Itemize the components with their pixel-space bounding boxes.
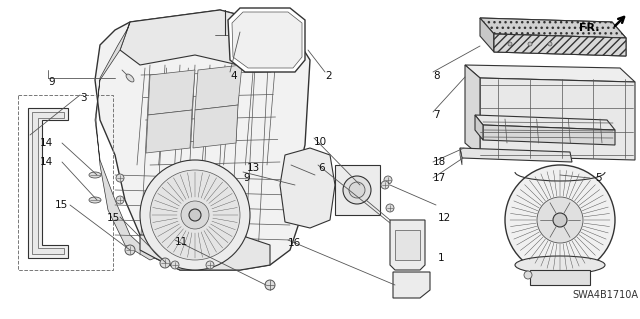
Circle shape bbox=[548, 42, 552, 46]
Bar bbox=[335, 165, 380, 215]
Text: 1: 1 bbox=[438, 253, 445, 263]
Text: 8: 8 bbox=[433, 71, 440, 81]
Text: 14: 14 bbox=[40, 138, 53, 148]
Text: 16: 16 bbox=[288, 238, 301, 248]
Circle shape bbox=[508, 42, 512, 46]
Circle shape bbox=[140, 160, 250, 270]
Polygon shape bbox=[460, 148, 462, 165]
Circle shape bbox=[171, 261, 179, 269]
Circle shape bbox=[537, 197, 583, 243]
Polygon shape bbox=[195, 65, 242, 110]
Polygon shape bbox=[480, 18, 626, 38]
Polygon shape bbox=[140, 235, 270, 270]
Text: 15: 15 bbox=[107, 213, 120, 223]
Ellipse shape bbox=[126, 74, 134, 82]
Polygon shape bbox=[494, 34, 626, 56]
Polygon shape bbox=[146, 110, 192, 153]
Text: 6: 6 bbox=[318, 163, 324, 173]
Text: 13: 13 bbox=[247, 163, 260, 173]
Bar bbox=[530, 270, 590, 285]
Polygon shape bbox=[475, 115, 483, 140]
Ellipse shape bbox=[89, 172, 101, 178]
Circle shape bbox=[505, 165, 615, 275]
Circle shape bbox=[116, 174, 124, 182]
Ellipse shape bbox=[515, 256, 605, 274]
Text: 7: 7 bbox=[433, 110, 440, 120]
Polygon shape bbox=[465, 65, 635, 82]
Circle shape bbox=[125, 245, 135, 255]
Polygon shape bbox=[193, 105, 238, 148]
Polygon shape bbox=[280, 148, 335, 228]
Polygon shape bbox=[480, 78, 635, 160]
Polygon shape bbox=[480, 18, 494, 52]
Polygon shape bbox=[460, 148, 572, 162]
Polygon shape bbox=[28, 108, 68, 258]
Text: 9: 9 bbox=[48, 77, 54, 87]
Polygon shape bbox=[494, 34, 626, 56]
Circle shape bbox=[189, 209, 201, 221]
Text: 3: 3 bbox=[80, 93, 86, 103]
Polygon shape bbox=[32, 112, 64, 254]
Polygon shape bbox=[475, 115, 615, 130]
Polygon shape bbox=[393, 272, 430, 298]
Text: 4: 4 bbox=[230, 71, 237, 81]
Polygon shape bbox=[390, 220, 425, 270]
Polygon shape bbox=[480, 18, 626, 38]
Circle shape bbox=[265, 280, 275, 290]
Bar bbox=[18, 95, 113, 270]
Circle shape bbox=[524, 271, 532, 279]
Circle shape bbox=[528, 42, 532, 46]
Text: 15: 15 bbox=[55, 200, 68, 210]
Polygon shape bbox=[148, 70, 195, 115]
Text: 10: 10 bbox=[314, 137, 327, 147]
Text: 5: 5 bbox=[595, 173, 602, 183]
Circle shape bbox=[181, 201, 209, 229]
Text: 2: 2 bbox=[325, 71, 332, 81]
Text: 14: 14 bbox=[40, 157, 53, 167]
Circle shape bbox=[160, 258, 170, 268]
Polygon shape bbox=[95, 22, 155, 260]
Polygon shape bbox=[228, 8, 305, 72]
Text: 9: 9 bbox=[243, 173, 250, 183]
Text: 17: 17 bbox=[433, 173, 446, 183]
Circle shape bbox=[553, 213, 567, 227]
Polygon shape bbox=[95, 10, 310, 270]
Circle shape bbox=[150, 170, 240, 260]
Circle shape bbox=[349, 182, 365, 198]
Text: 18: 18 bbox=[433, 157, 446, 167]
Text: 11: 11 bbox=[175, 237, 188, 247]
Ellipse shape bbox=[89, 197, 101, 203]
Circle shape bbox=[343, 176, 371, 204]
Circle shape bbox=[206, 261, 214, 269]
Polygon shape bbox=[120, 10, 290, 70]
Text: 12: 12 bbox=[438, 213, 451, 223]
Polygon shape bbox=[232, 12, 302, 68]
Text: FR.: FR. bbox=[579, 23, 600, 33]
Circle shape bbox=[381, 181, 389, 189]
Circle shape bbox=[116, 196, 124, 204]
Circle shape bbox=[386, 204, 394, 212]
Bar bbox=[395, 230, 420, 260]
Polygon shape bbox=[483, 125, 615, 145]
Text: SWA4B1710A: SWA4B1710A bbox=[572, 290, 638, 300]
Polygon shape bbox=[465, 65, 480, 156]
Circle shape bbox=[384, 176, 392, 184]
